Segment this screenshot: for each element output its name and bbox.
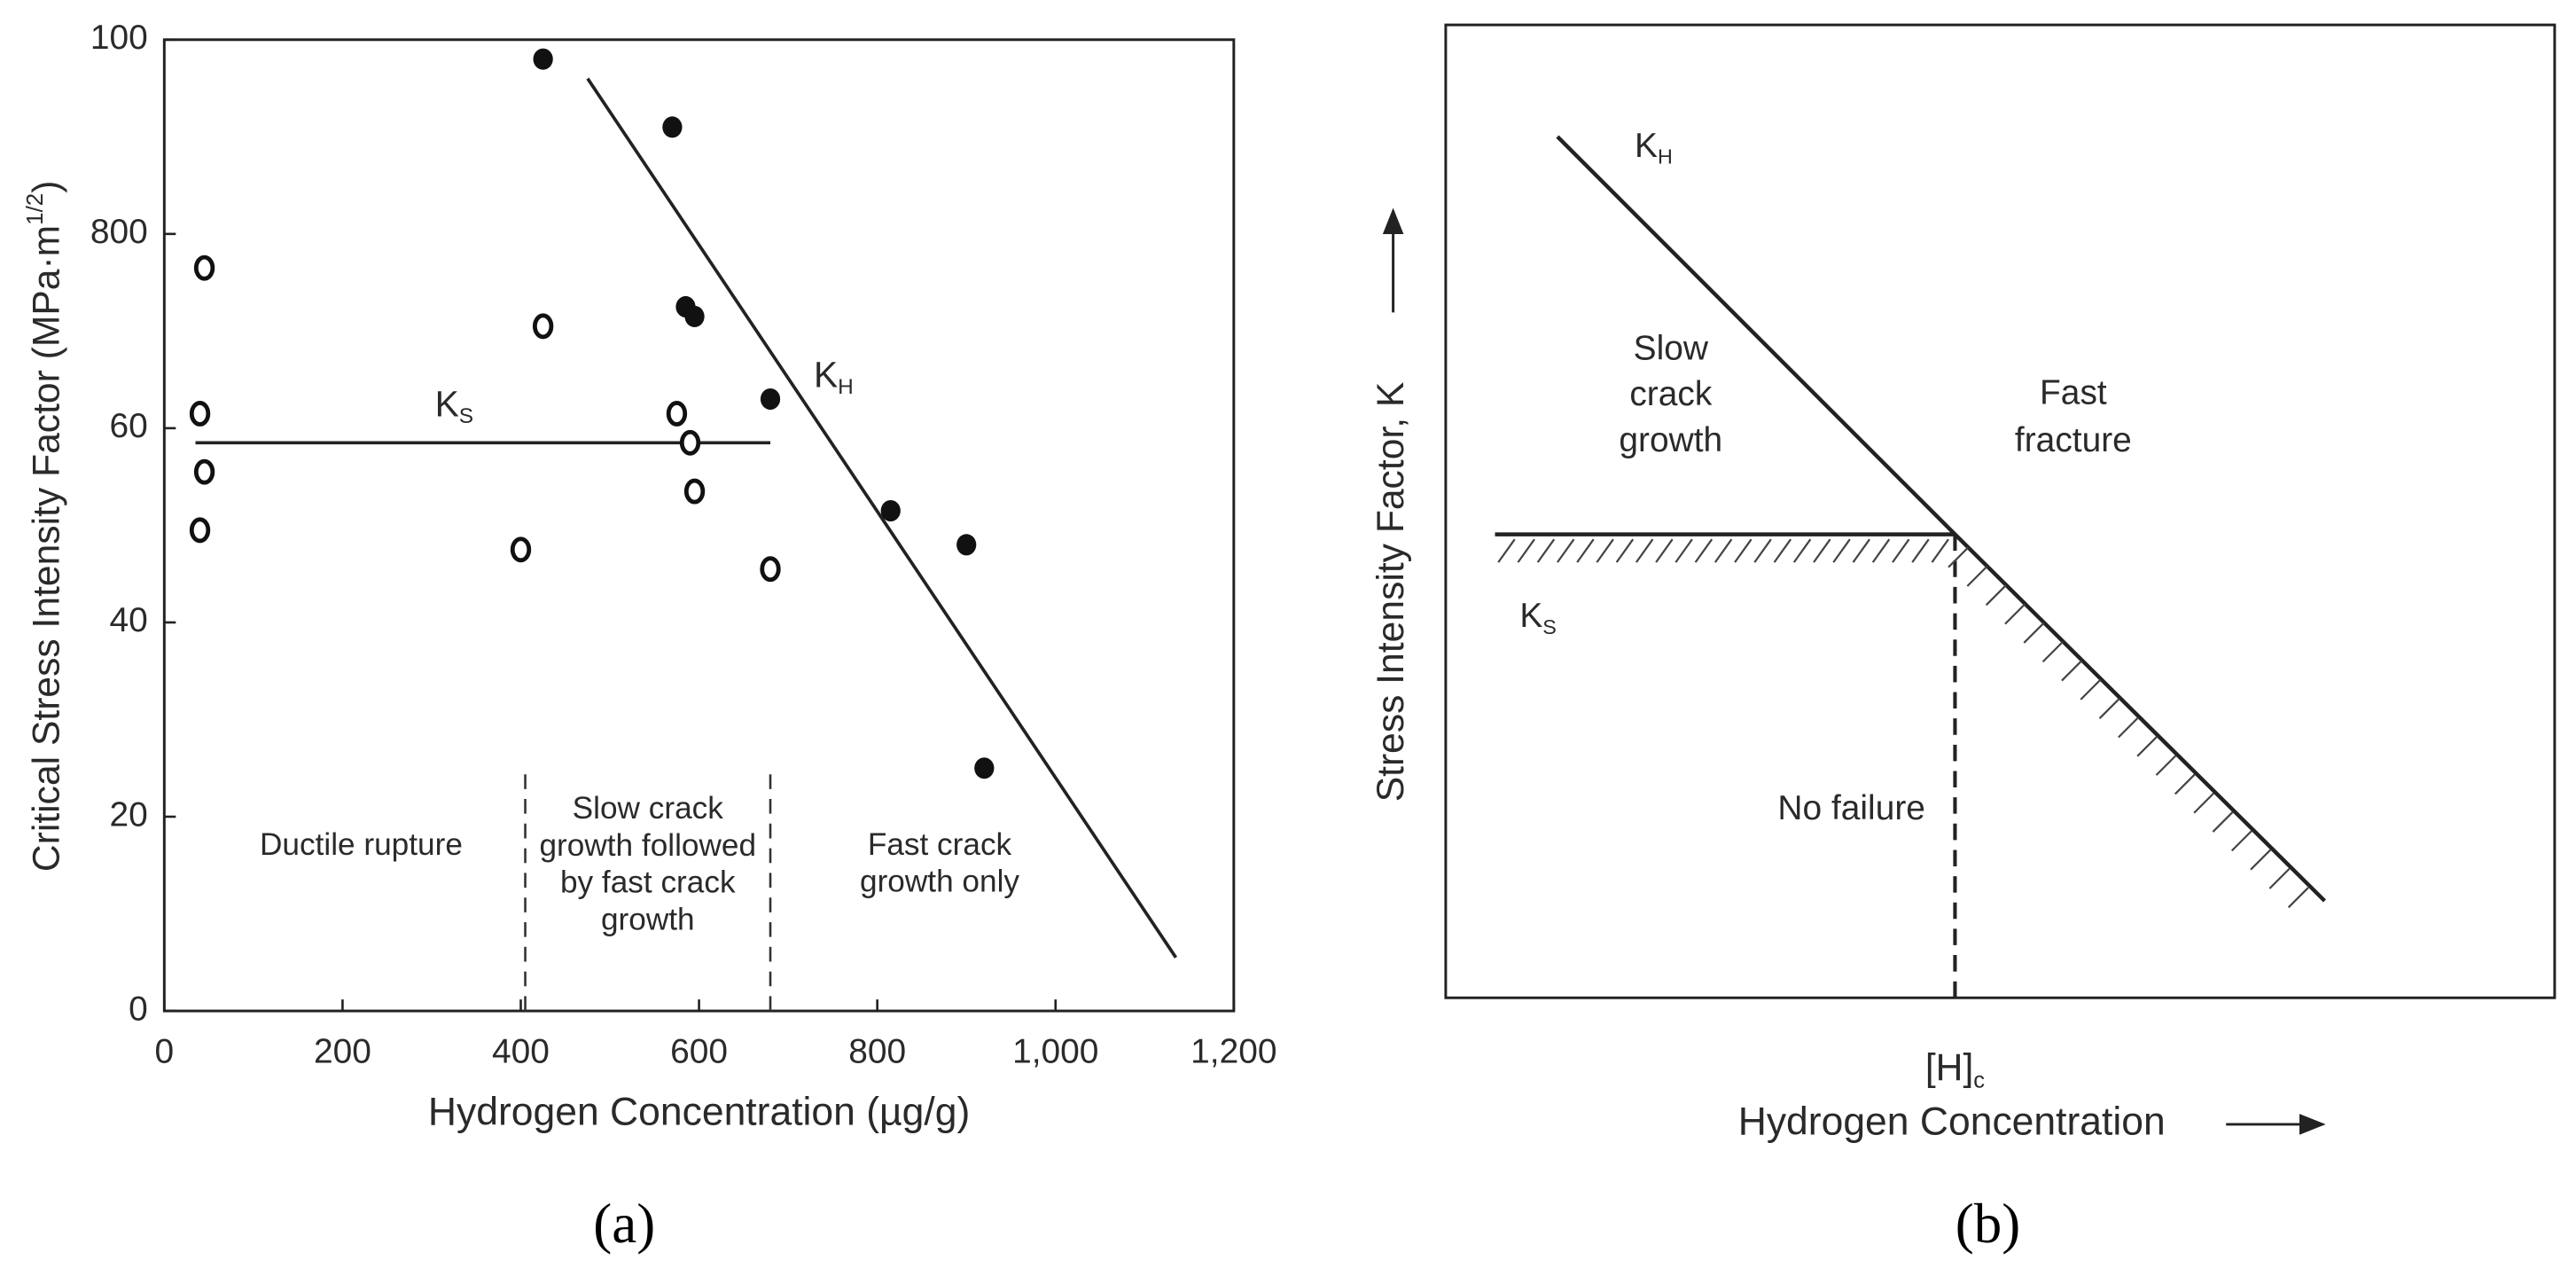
y-tick-label: 20: [110, 795, 148, 834]
data-point: [189, 400, 211, 427]
diagram-frame: [1444, 23, 2556, 999]
region-label: Ductile rupture: [260, 827, 463, 862]
data-point: [666, 400, 688, 427]
y-tick-label: 40: [110, 601, 148, 639]
x-tick-label: 400: [492, 1033, 550, 1071]
ks-label-main: K: [1519, 597, 1542, 635]
y-tick-label: 0: [129, 990, 148, 1028]
data-point: [193, 458, 215, 485]
y-label-sup: 1/2: [23, 193, 48, 225]
x-axis-label: Hydrogen Concentration: [1738, 1100, 2166, 1144]
x-tick-label: 1,000: [1012, 1033, 1098, 1071]
region-label: crack: [1629, 375, 1713, 413]
region-label: growth only: [860, 865, 1019, 899]
region-label: growth followed: [539, 828, 756, 863]
y-tick-label: 800: [90, 213, 148, 251]
hc-label-sub: c: [1973, 1068, 1985, 1092]
data-point: [974, 757, 995, 779]
y-label-main: Critical Stress Intensity Factor (MPa·m: [26, 225, 68, 872]
x-tick-label: 0: [155, 1033, 175, 1071]
region-label: by fast crack: [560, 865, 736, 900]
data-point: [510, 536, 532, 563]
data-point: [662, 116, 683, 138]
kh-label-main: K: [1635, 127, 1658, 165]
y-axis-label: Stress Intensity Factor, K: [1370, 382, 1412, 802]
region-label: growth: [601, 902, 695, 936]
y-tick-label: 100: [90, 19, 148, 57]
data-point: [880, 499, 901, 522]
region-label: Fast crack: [868, 827, 1012, 862]
kh-label: KH: [1635, 127, 1673, 168]
data-point: [684, 305, 705, 327]
data-point: [760, 388, 781, 411]
region-label: Fast: [2040, 373, 2107, 411]
region-label: Slow: [1634, 329, 1709, 367]
data-point: [193, 254, 215, 281]
line-label-main: K: [814, 354, 838, 395]
x-axis-label: Hydrogen Concentration (µg/g): [428, 1091, 970, 1134]
line-label: KS: [435, 383, 474, 428]
kh-line: [1556, 135, 2327, 903]
hc-label-main: [H]: [1925, 1046, 1973, 1089]
region-label: growth: [1619, 421, 1722, 459]
x-tick-label: 800: [848, 1033, 906, 1071]
line-label-main: K: [435, 383, 459, 424]
kh-label-sub: H: [1658, 145, 1673, 168]
line-label-sub: S: [459, 404, 473, 428]
region-label: Slow crack: [573, 791, 724, 826]
panel-label: (b): [1955, 1193, 2020, 1255]
data-point: [189, 517, 211, 544]
hatching: [1497, 538, 2309, 909]
region-label: fracture: [2015, 421, 2132, 459]
data-point: [683, 478, 706, 505]
data-point: [956, 534, 977, 556]
ks-label: KS: [1519, 597, 1557, 638]
data-point: [760, 556, 781, 583]
x-tick-label: 200: [314, 1033, 371, 1071]
data-point: [679, 429, 701, 456]
no-failure-label: No failure: [1777, 789, 1925, 827]
hc-label: [H]c: [1925, 1046, 1985, 1092]
trend-line: [586, 77, 1178, 959]
x-tick-label: 1,200: [1190, 1033, 1276, 1071]
data-point: [532, 313, 554, 340]
line-label-sub: H: [838, 375, 854, 399]
y-axis-label: Critical Stress Intensity Factor (MPa·m1…: [23, 181, 68, 873]
data-point: [533, 48, 553, 70]
y-tick-label: 60: [110, 407, 148, 445]
ks-label-sub: S: [1542, 615, 1557, 638]
line-label: KH: [814, 354, 854, 399]
y-label-end: ): [26, 181, 68, 193]
x-tick-label: 600: [670, 1033, 728, 1071]
panel-label: (a): [593, 1193, 655, 1255]
